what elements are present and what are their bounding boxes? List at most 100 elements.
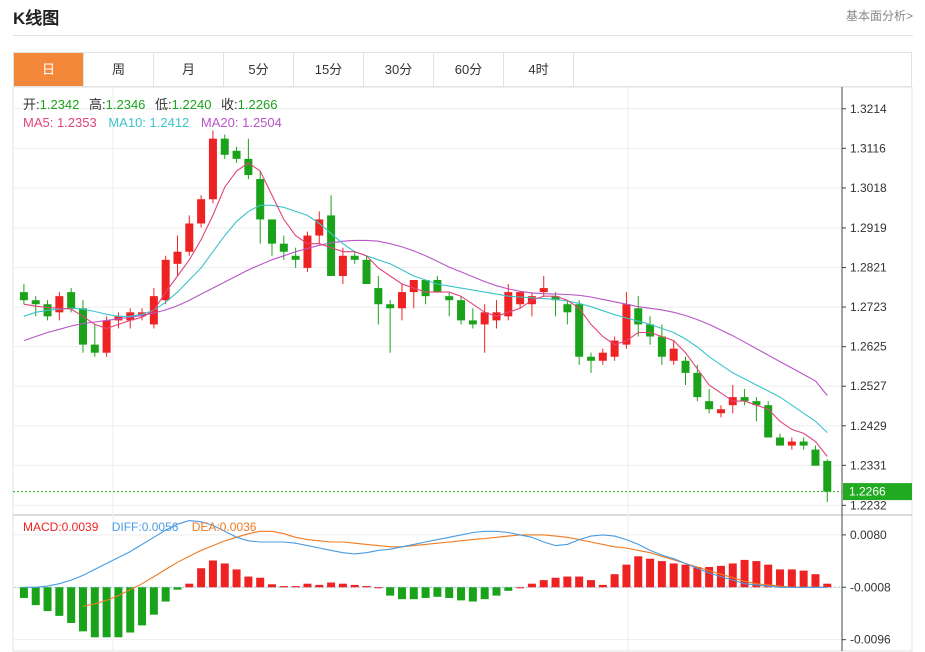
ma-legend: MA5: 1.2353 MA10: 1.2412 MA20: 1.2504	[23, 115, 282, 130]
candle-body	[173, 251, 182, 264]
candle-body	[823, 460, 832, 492]
macd-bar	[657, 561, 666, 588]
macd-tick-label: -0.0008	[850, 580, 891, 594]
candle-body	[102, 320, 111, 353]
tab-15min[interactable]: 15分	[294, 53, 364, 86]
tab-30min[interactable]: 30分	[364, 53, 434, 86]
ma-lines	[23, 162, 828, 457]
candle-body	[268, 219, 277, 244]
candle	[315, 211, 324, 244]
candle-body	[197, 199, 206, 224]
macd-bar	[705, 567, 714, 588]
macd-bar	[492, 587, 501, 596]
macd-bar	[752, 561, 761, 588]
candle-body	[433, 280, 442, 293]
macd-bar	[504, 587, 513, 591]
candle	[799, 437, 808, 450]
candle-body	[445, 296, 454, 301]
candle	[787, 437, 796, 450]
macd-bar	[220, 563, 229, 588]
macd-bar	[527, 583, 536, 588]
tab-4hour[interactable]: 4时	[504, 53, 574, 86]
candle	[197, 195, 206, 228]
low-label: 低:	[155, 97, 172, 112]
candle-body	[504, 292, 513, 317]
candle	[268, 219, 277, 256]
tab-week[interactable]: 周	[84, 53, 154, 86]
candle-body	[586, 356, 595, 361]
candle	[232, 146, 241, 163]
fundamental-analysis-link[interactable]: 基本面分析>	[845, 9, 913, 23]
candle-body	[657, 336, 666, 357]
candle	[19, 284, 28, 305]
macd-bar	[622, 564, 631, 588]
macd-bar	[575, 576, 584, 588]
candle	[669, 340, 678, 365]
candle-body	[421, 280, 430, 297]
macd-bar	[161, 587, 170, 602]
candle	[764, 401, 773, 438]
candle-body	[409, 280, 418, 293]
dea-legend-value: DEA:0.0036	[192, 520, 257, 534]
candle-body	[291, 255, 300, 260]
candle-body	[776, 437, 785, 446]
candle	[433, 275, 442, 293]
candle-body	[244, 158, 253, 176]
candle	[303, 231, 312, 272]
candle	[244, 138, 253, 180]
macd-histogram	[19, 556, 832, 638]
candle	[126, 308, 135, 329]
candle	[291, 247, 300, 268]
candle-body	[256, 179, 265, 220]
candle	[646, 316, 655, 345]
candle	[468, 308, 477, 329]
candle-body	[799, 441, 808, 446]
last-price-tag	[843, 483, 912, 501]
candle	[457, 296, 466, 325]
candle	[362, 255, 371, 285]
candle	[539, 275, 548, 297]
macd-bar	[256, 577, 265, 588]
candle	[185, 215, 194, 256]
candle-body	[397, 292, 406, 309]
candle	[657, 324, 666, 365]
candle	[716, 405, 725, 418]
candle	[598, 348, 607, 365]
macd-bar	[728, 563, 737, 588]
candle	[776, 433, 785, 446]
candle-body	[516, 292, 525, 305]
price-tick-label: 1.2527	[850, 379, 887, 393]
candle	[622, 292, 631, 349]
candle	[516, 292, 525, 309]
candle	[256, 170, 265, 244]
price-tick-label: 1.3018	[850, 181, 887, 195]
tab-day[interactable]: 日	[14, 53, 84, 86]
tab-month[interactable]: 月	[154, 53, 224, 86]
macd-bar	[19, 587, 28, 598]
macd-bar	[114, 587, 123, 638]
tab-60min[interactable]: 60分	[434, 53, 504, 86]
macd-bar	[610, 574, 619, 588]
macd-bar	[173, 587, 182, 590]
candle	[586, 352, 595, 373]
price-tick-label: 1.2429	[850, 419, 887, 433]
last-price-marker: 1.2266	[13, 483, 912, 501]
ma5-line	[23, 162, 828, 457]
macd-bar	[78, 587, 87, 632]
candle	[563, 300, 572, 325]
candle-body	[78, 308, 87, 345]
macd-bar	[480, 587, 489, 600]
ma10-legend: MA10: 1.2412	[108, 115, 189, 130]
candle	[705, 389, 714, 414]
candle	[350, 251, 359, 264]
candle-body	[705, 401, 714, 410]
tab-5min[interactable]: 5分	[224, 53, 294, 86]
candle	[90, 324, 99, 357]
candle-body	[764, 405, 773, 438]
macd-bar	[634, 556, 643, 588]
price-tick-label: 1.2232	[850, 498, 887, 512]
candle	[480, 304, 489, 353]
candle-body	[90, 344, 99, 353]
candle-body	[468, 320, 477, 325]
